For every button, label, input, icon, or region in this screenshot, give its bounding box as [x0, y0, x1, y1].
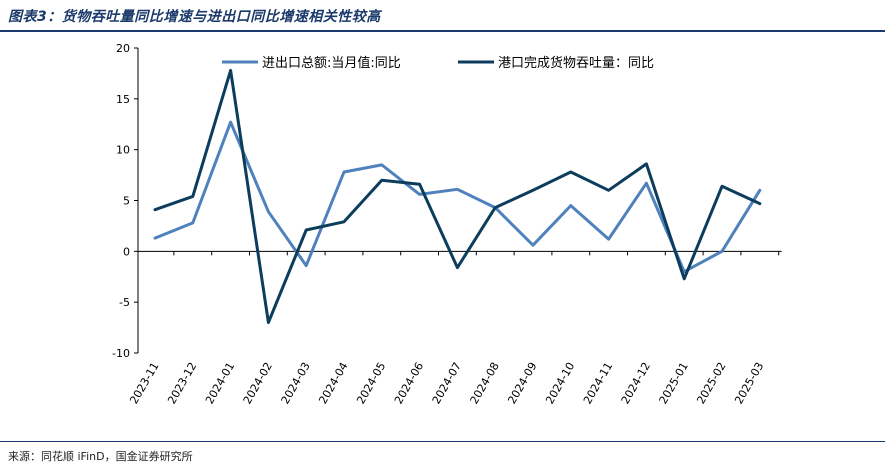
series-line-1	[153, 120, 762, 274]
x-tick-label: 2023-11	[127, 360, 161, 406]
x-tick-label: 2024-09	[505, 360, 539, 406]
x-tick-label: 2024-02	[241, 360, 275, 406]
x-tick-label: 2024-11	[581, 360, 615, 406]
y-tick-label: -10	[112, 347, 130, 360]
source-note: 来源：同花顺 iFinD，国金证券研究所	[8, 450, 193, 463]
x-tick-label: 2024-12	[619, 360, 653, 406]
x-tick-label: 2023-12	[165, 360, 199, 406]
x-tick-label: 2024-07	[430, 360, 464, 406]
footer-divider	[0, 441, 885, 442]
figure-title: 图表3：货物吞吐量同比增速与进出口同比增速相关性较高	[8, 9, 381, 25]
y-tick-label: 5	[123, 195, 130, 208]
x-tick-label: 2025-03	[732, 360, 766, 406]
x-tick-label: 2024-10	[543, 360, 577, 406]
y-tick-label: 15	[116, 93, 130, 106]
x-tick-label: 2024-06	[392, 360, 426, 406]
x-tick-label: 2025-01	[657, 360, 691, 406]
chart-series	[153, 68, 762, 324]
x-tick-label: 2025-02	[694, 360, 728, 406]
y-tick-label: -5	[119, 296, 130, 309]
legend-label-2: 港口完成货物吞吐量：同比	[498, 55, 654, 71]
chart-legend: 进出口总额:当月值:同比 港口完成货物吞吐量：同比	[222, 55, 654, 71]
y-tick-label: 20	[116, 42, 130, 55]
x-tick-label: 2024-05	[354, 360, 388, 406]
x-tick-label: 2024-04	[316, 360, 350, 406]
title-divider	[0, 30, 885, 32]
legend-label-1: 进出口总额:当月值:同比	[262, 55, 401, 71]
y-tick-label: 10	[116, 144, 130, 157]
x-tick-label: 2024-01	[203, 360, 237, 406]
y-tick-label: 0	[123, 245, 130, 258]
x-tick-label: 2024-08	[468, 360, 502, 406]
x-tick-label: 2024-03	[279, 360, 313, 406]
series-line-2	[153, 68, 762, 324]
